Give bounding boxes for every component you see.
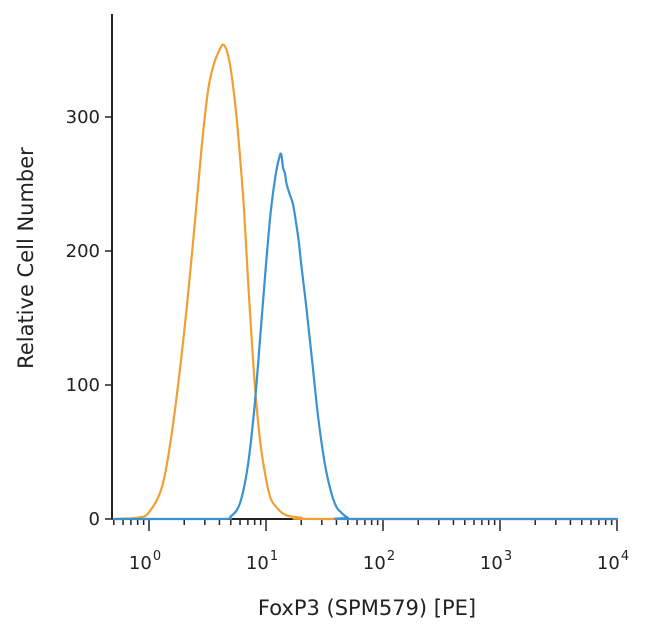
y-tick-label: 200 [66, 241, 100, 262]
y-axis-ticks: 0 100 200 300 [66, 107, 112, 530]
x-tick-label: 102 [363, 549, 395, 574]
series-line-orange [112, 43, 619, 521]
x-axis-ticks: 100 101 102 103 104 [113, 519, 629, 574]
series-line-blue [112, 152, 619, 521]
x-tick-label: 103 [480, 549, 512, 574]
y-tick-label: 0 [89, 509, 100, 530]
x-tick-label: 101 [246, 549, 278, 574]
x-tick-label: 100 [129, 549, 161, 574]
y-tick-label: 100 [66, 375, 100, 396]
x-tick-label: 104 [597, 549, 629, 574]
y-axis-title: Relative Cell Number [14, 147, 38, 369]
series [112, 43, 619, 521]
axes [111, 14, 618, 520]
y-tick-label: 300 [66, 107, 100, 128]
x-axis-title: FoxP3 (SPM579) [PE] [258, 596, 476, 620]
